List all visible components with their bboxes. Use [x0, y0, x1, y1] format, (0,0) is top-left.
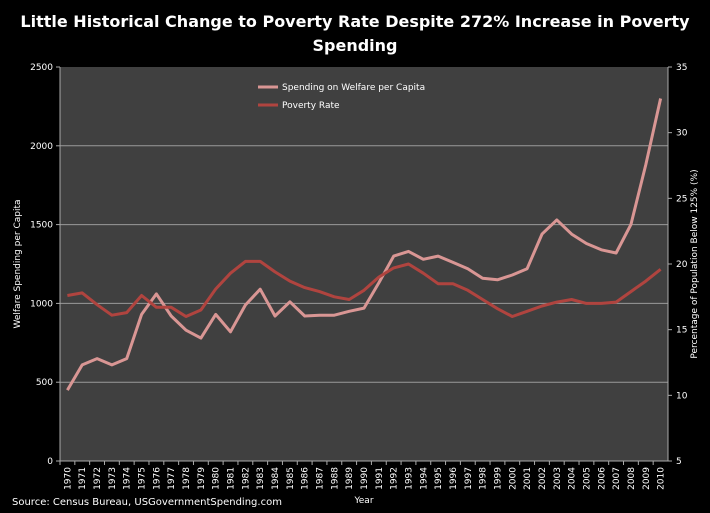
x-tick-label: 2001	[523, 467, 533, 490]
y2-tick-label: 25	[676, 194, 687, 204]
y-tick-label: 0	[47, 457, 53, 467]
x-tick-label: 2002	[538, 467, 548, 490]
chart-title: Little Historical Change to Poverty Rate…	[20, 12, 690, 55]
x-tick-label: 1992	[390, 467, 400, 490]
x-tick-label: 1994	[419, 467, 429, 490]
x-tick-label: 1970	[63, 467, 73, 490]
x-tick-label: 1978	[182, 467, 192, 490]
x-tick-label: 1985	[286, 467, 296, 490]
x-tick-label: 1987	[316, 467, 326, 490]
x-tick-label: 1983	[256, 467, 266, 490]
plot-area	[60, 67, 668, 461]
legend-label: Spending on Welfare per Capita	[282, 83, 425, 93]
y2-axis-label: Percentage of Population Below 125% (%)	[690, 169, 700, 358]
x-tick-label: 2008	[627, 467, 637, 490]
y-tick-label: 2000	[30, 142, 53, 152]
y2-tick-label: 35	[676, 63, 687, 73]
x-tick-label: 2009	[642, 467, 652, 490]
x-tick-label: 1984	[271, 467, 281, 490]
y-tick-label: 2500	[30, 63, 53, 73]
x-tick-label: 1971	[78, 467, 88, 490]
x-tick-label: 1989	[345, 467, 355, 490]
y2-tick-label: 20	[676, 260, 688, 270]
y2-tick-label: 10	[676, 391, 688, 401]
x-tick-label: 2007	[612, 467, 622, 490]
x-tick-label: 1993	[404, 467, 414, 490]
y-axis-label: Welfare Spending per Capita	[13, 199, 23, 328]
x-tick-label: 1977	[167, 467, 177, 490]
y-tick-label: 1000	[30, 299, 53, 309]
x-tick-label: 1986	[301, 467, 311, 490]
x-tick-label: 1996	[449, 467, 459, 490]
x-tick-label: 2004	[568, 467, 578, 490]
x-tick-label: 2006	[597, 467, 607, 490]
x-tick-label: 1999	[493, 467, 503, 490]
y2-tick-label: 30	[676, 129, 688, 139]
y-tick-label: 1500	[30, 221, 53, 231]
x-tick-label: 1991	[375, 467, 385, 490]
x-tick-label: 1997	[464, 467, 474, 490]
legend-label: Poverty Rate	[282, 101, 340, 111]
y2-tick-label: 5	[676, 457, 682, 467]
x-tick-label: 1998	[479, 467, 489, 490]
x-tick-label: 1976	[152, 467, 162, 490]
x-tick-label: 1973	[108, 467, 118, 490]
x-tick-label: 2010	[657, 467, 667, 490]
x-tick-label: 1980	[212, 467, 222, 490]
y2-tick-label: 15	[676, 326, 687, 336]
y-tick-label: 500	[36, 378, 53, 388]
x-tick-label: 1995	[434, 467, 444, 490]
x-tick-label: 1990	[360, 467, 370, 490]
x-tick-label: 1981	[227, 467, 237, 490]
x-tick-label: 1988	[330, 467, 340, 490]
x-tick-label: 1982	[241, 467, 251, 490]
x-axis-label: Year	[353, 496, 373, 506]
x-tick-label: 1979	[197, 467, 207, 490]
x-tick-label: 1972	[93, 467, 103, 490]
x-tick-label: 2005	[582, 467, 592, 490]
x-tick-label: 2000	[508, 467, 518, 490]
x-tick-label: 2003	[553, 467, 563, 490]
x-tick-label: 1975	[138, 467, 148, 490]
source-note: Source: Census Bureau, USGovernmentSpend…	[12, 497, 282, 508]
x-tick-label: 1974	[123, 467, 133, 490]
